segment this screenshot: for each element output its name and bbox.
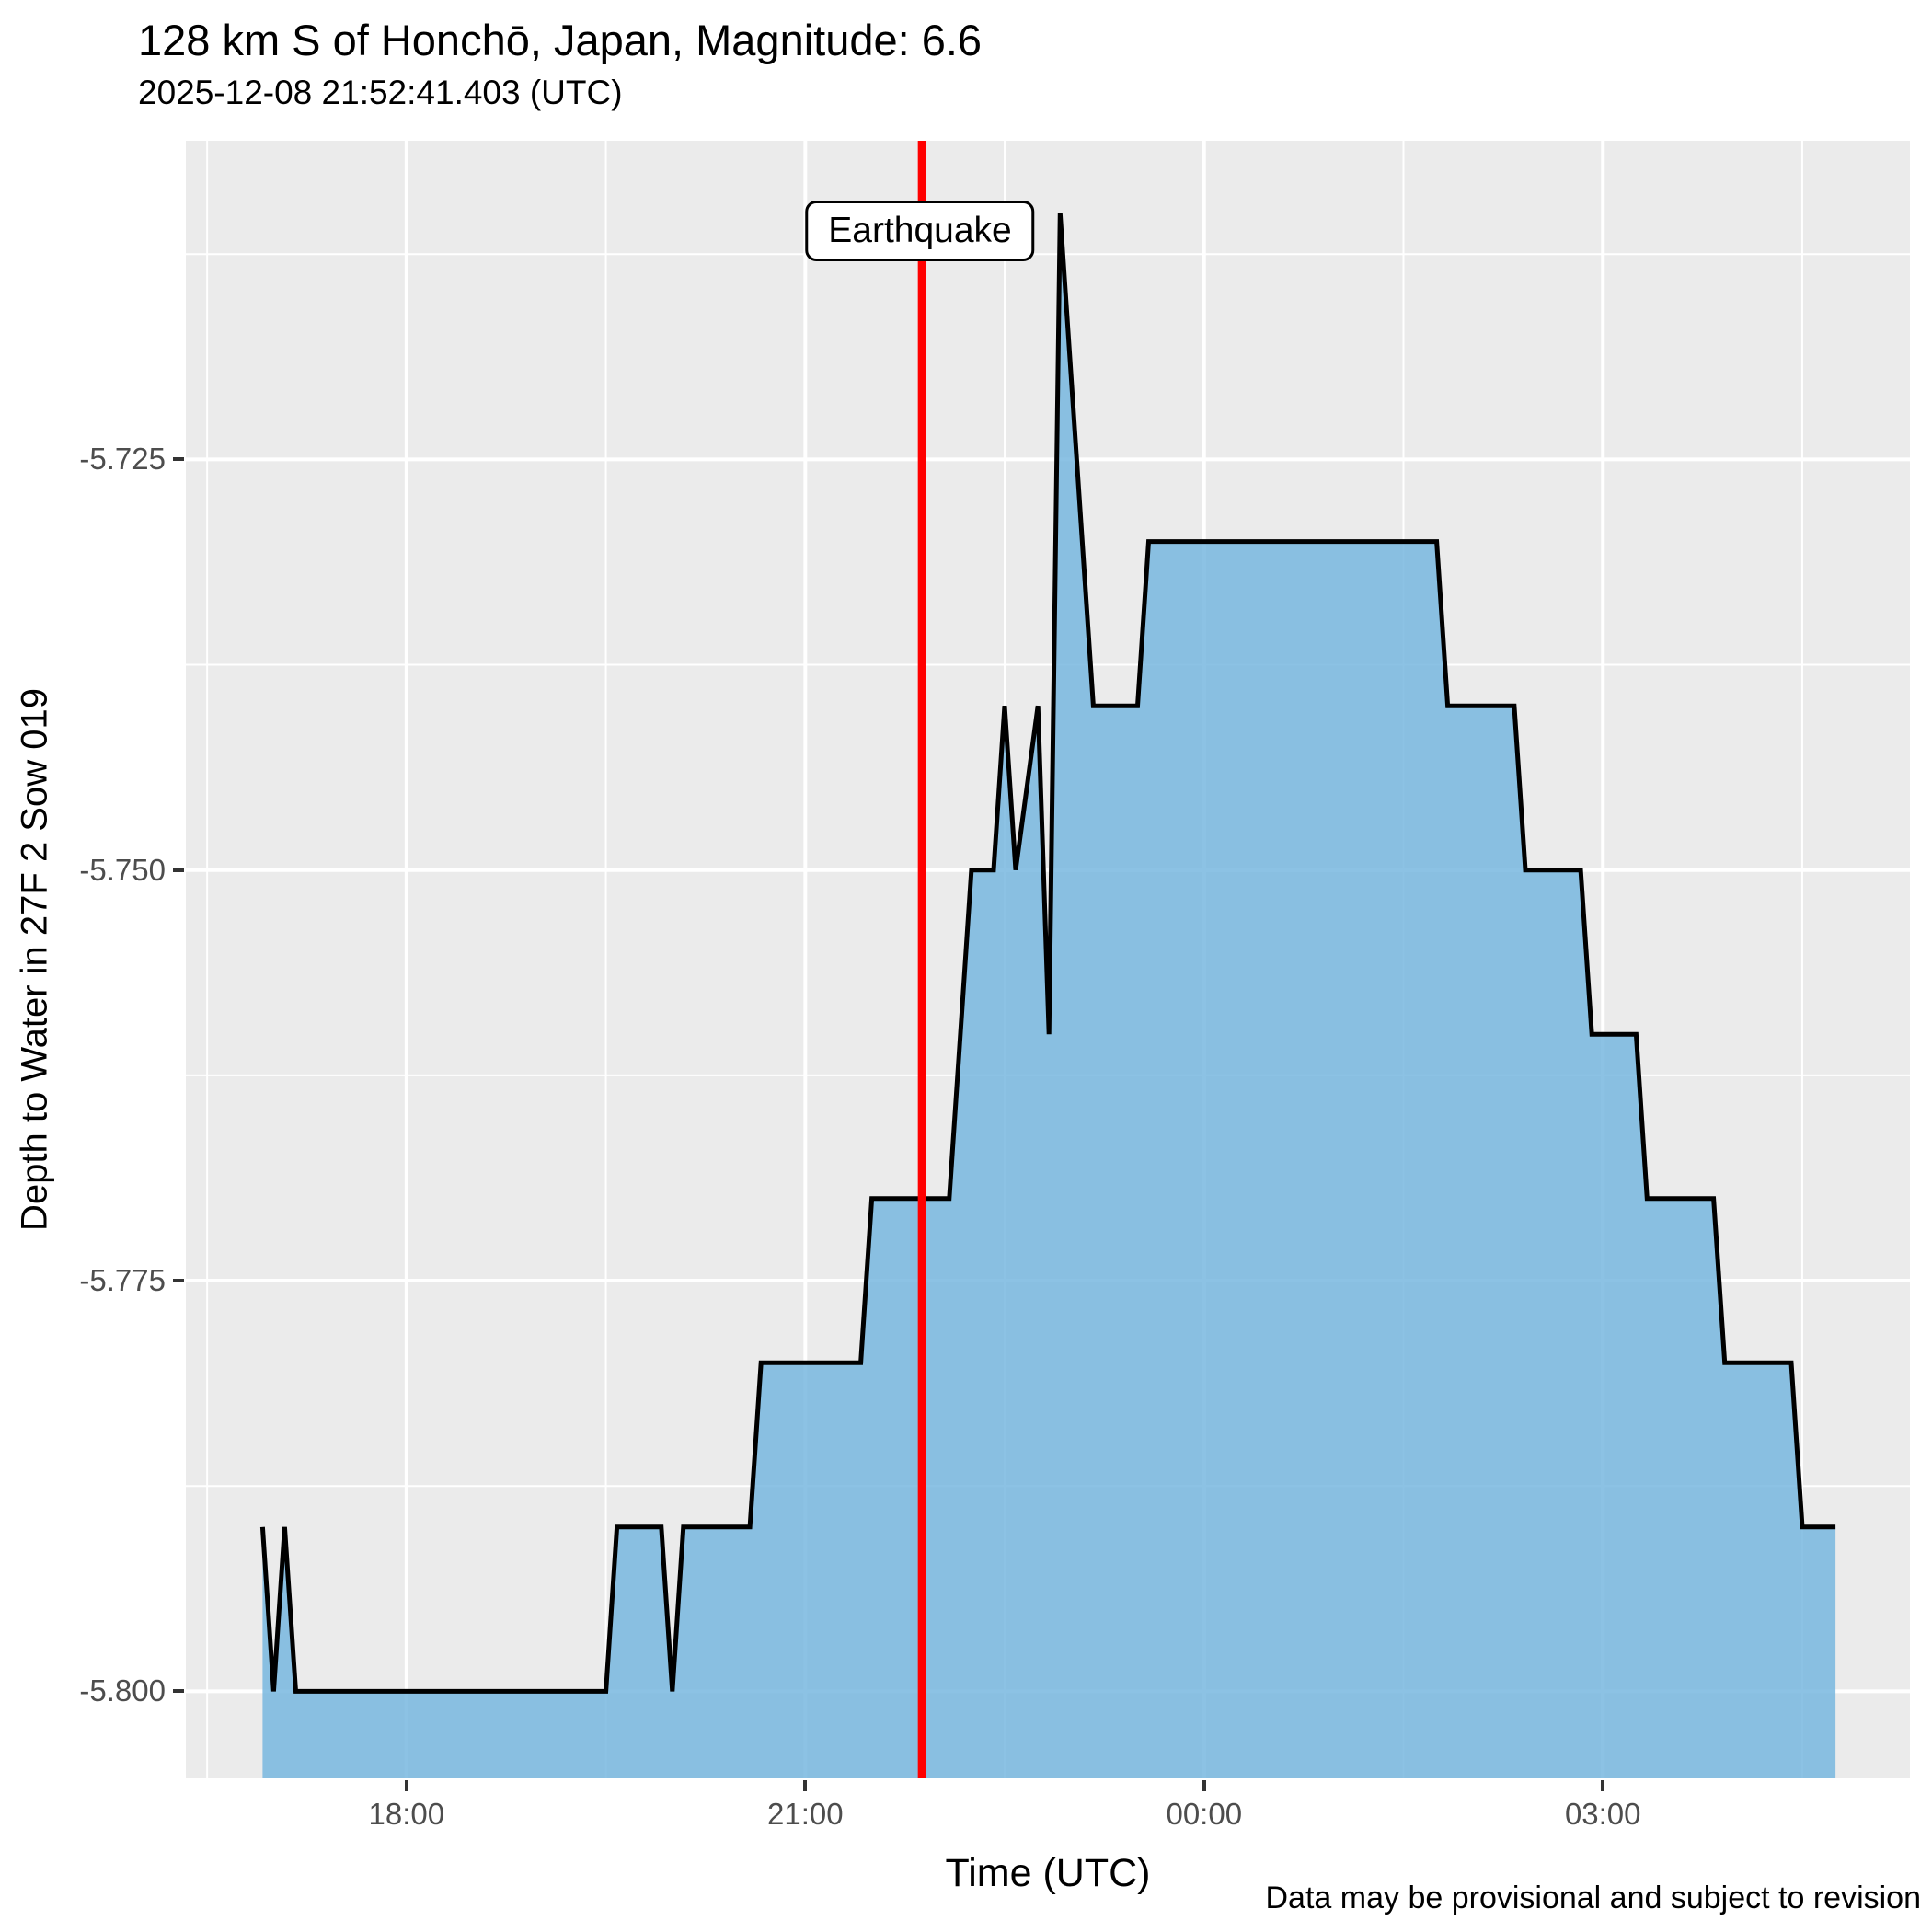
- x-tick-mark: [803, 1780, 808, 1791]
- y-tick-label: -5.725: [79, 442, 166, 477]
- plot-panel: [186, 141, 1910, 1778]
- y-tick-mark: [173, 868, 184, 872]
- depth-area-fill: [262, 213, 1836, 1778]
- y-tick-mark: [173, 1279, 184, 1283]
- x-tick-mark: [404, 1780, 408, 1791]
- y-tick-label: -5.800: [79, 1673, 166, 1708]
- x-tick-mark: [1601, 1780, 1605, 1791]
- x-axis-title: Time (UTC): [945, 1851, 1151, 1895]
- x-tick-label: 18:00: [368, 1797, 445, 1831]
- x-tick-label: 21:00: [767, 1797, 844, 1831]
- y-tick-label: -5.775: [79, 1263, 166, 1298]
- x-tick-mark: [1202, 1780, 1206, 1791]
- y-tick-mark: [173, 457, 184, 462]
- page-subtitle: 2025-12-08 21:52:41.403 (UTC): [138, 74, 623, 111]
- y-tick-label: -5.750: [79, 852, 166, 887]
- depth-line: [259, 213, 1836, 1694]
- y-axis-title: Depth to Water in 27F 2 Sow 019: [14, 688, 55, 1231]
- provisional-data-caption: Data may be provisional and subject to r…: [1265, 1880, 1922, 1915]
- x-tick-label: 03:00: [1564, 1797, 1641, 1831]
- page-title: 128 km S of Honchō, Japan, Magnitude: 6.…: [138, 16, 983, 64]
- chart-svg: [186, 141, 1910, 1778]
- x-tick-label: 00:00: [1166, 1797, 1243, 1831]
- earthquake-annotation-label: Earthquake: [805, 201, 1035, 261]
- y-tick-mark: [173, 1689, 184, 1694]
